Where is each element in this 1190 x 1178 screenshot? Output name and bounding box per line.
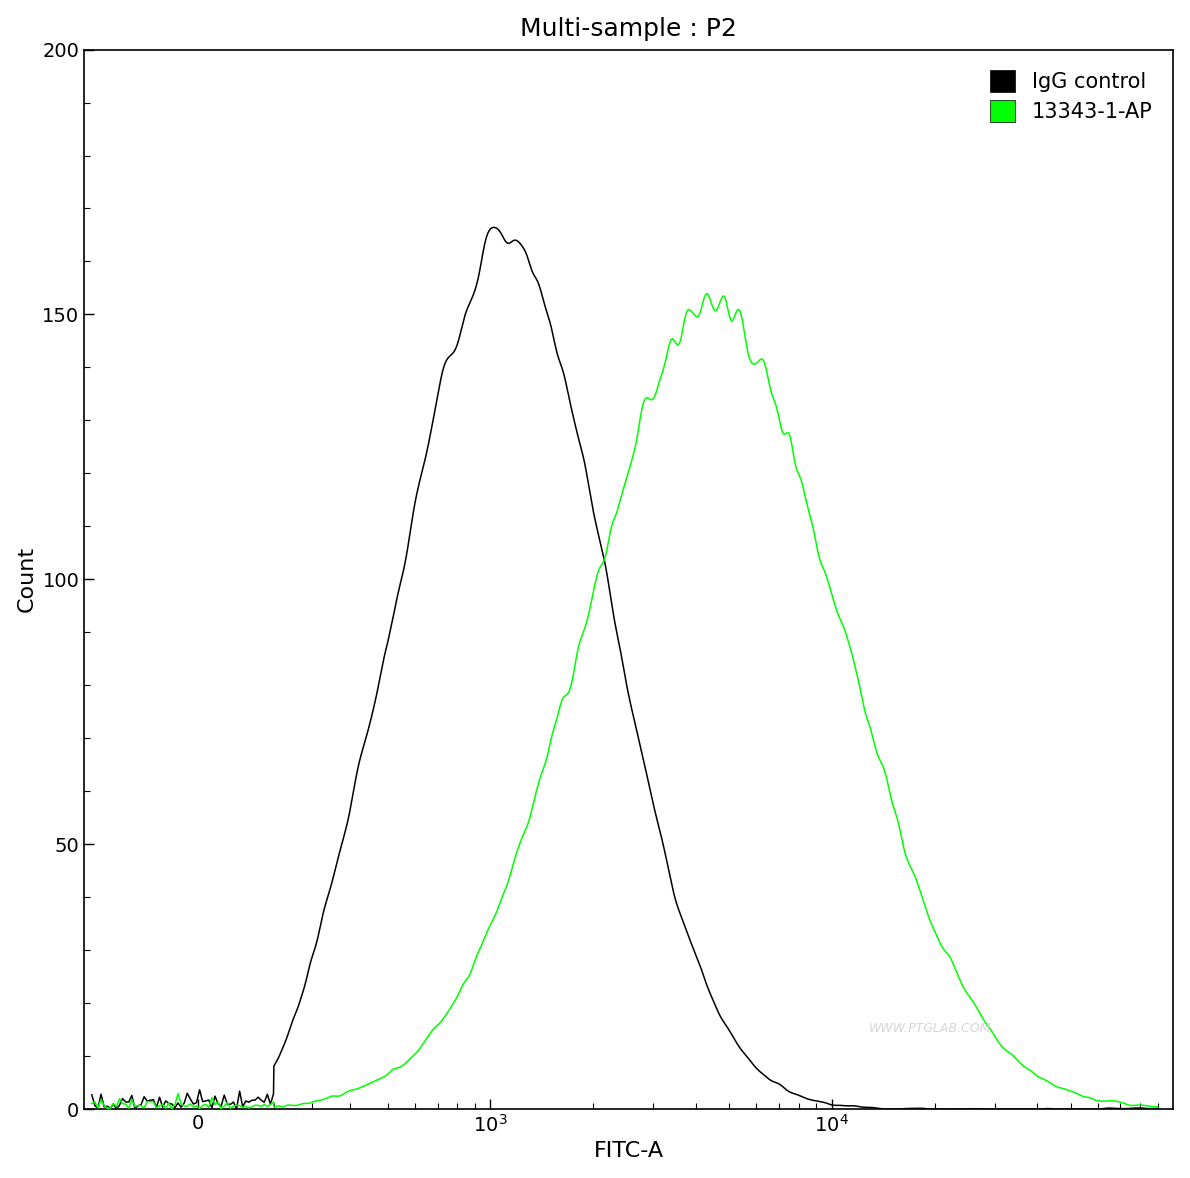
Text: WWW.PTGLAB.COM: WWW.PTGLAB.COM xyxy=(869,1021,991,1034)
X-axis label: FITC-A: FITC-A xyxy=(594,1141,664,1162)
Title: Multi-sample : P2: Multi-sample : P2 xyxy=(520,16,738,41)
Y-axis label: Count: Count xyxy=(17,547,37,613)
Legend: IgG control, 13343-1-AP: IgG control, 13343-1-AP xyxy=(979,60,1163,133)
